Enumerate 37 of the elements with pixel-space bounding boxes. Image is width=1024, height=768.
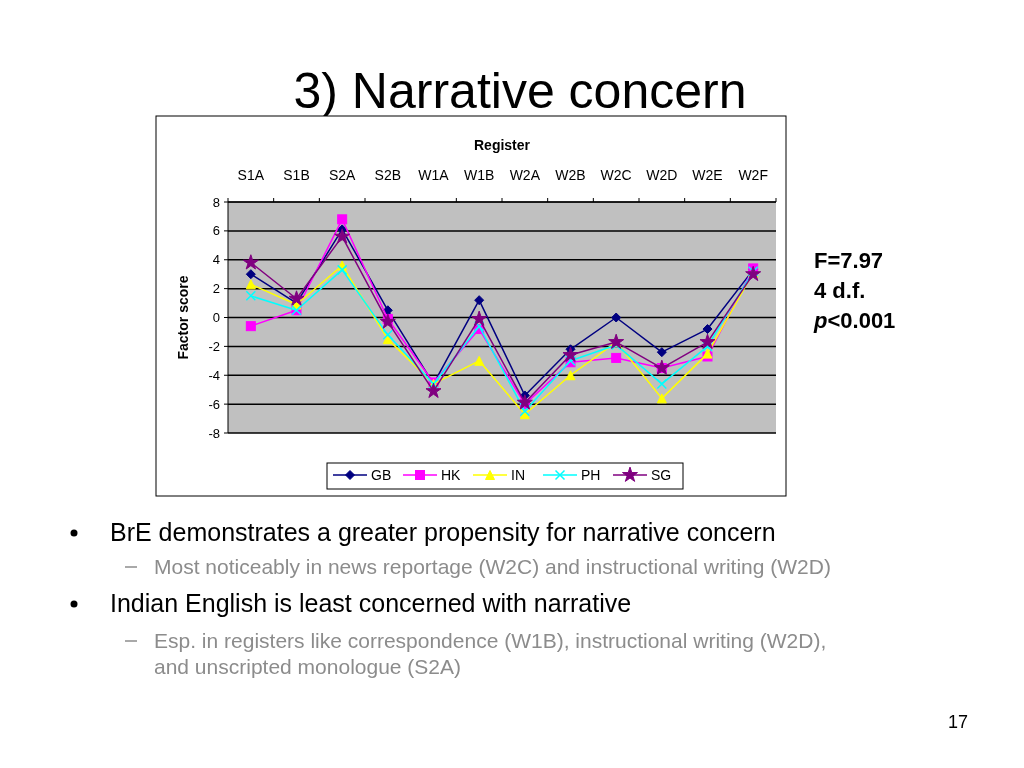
y-tick-label: 8	[212, 194, 220, 210]
y-tick-label: -2	[208, 338, 220, 354]
y-tick-label: 2	[212, 281, 220, 297]
x-tick-label: S2B	[374, 167, 402, 183]
x-tick-label: S1A	[237, 167, 265, 183]
x-tick-label: W2D	[646, 167, 678, 183]
y-tick-label: -8	[208, 425, 220, 441]
y-tick-label: 4	[212, 252, 220, 268]
x-tick-label: W2E	[692, 167, 723, 183]
legend-label: GB	[371, 466, 392, 483]
text: p<0.001	[813, 308, 896, 333]
x-tick-label: W1A	[418, 167, 450, 183]
text: BrE demonstrates a greater propensity for narrative concern	[110, 518, 776, 546]
text: Esp. in registers like correspondence (W1B), instructional writing (W2D), and unscripted monologue (S2A)	[154, 629, 827, 678]
y-tick-label: 6	[212, 223, 220, 239]
text: Indian English is least concerned with narrative	[110, 589, 632, 617]
x-tick-label: W2F	[738, 167, 768, 183]
text: Most noticeably in news reportage (W2C) and instructional writing (W2D)	[154, 555, 831, 578]
y-tick-label: 0	[212, 310, 220, 326]
text: 4 d.f.	[814, 278, 866, 303]
x-tick-label: W2B	[555, 167, 586, 183]
x-tick-label: S2A	[328, 167, 357, 183]
legend-label: HK	[441, 466, 462, 483]
y-axis-title: Factor score	[175, 275, 191, 360]
legend-label: SG	[651, 466, 672, 483]
x-tick-label: S1B	[283, 167, 310, 183]
text: F=7.97	[814, 248, 884, 273]
x-tick-label: W2A	[509, 167, 541, 183]
legend-label: IN	[511, 466, 525, 483]
chart-title: 3) Narrative concern	[293, 63, 747, 119]
text: 17	[947, 712, 968, 732]
y-tick-label: -6	[208, 396, 220, 412]
legend-label: PH	[581, 466, 601, 483]
x-axis-title: Register	[473, 137, 531, 153]
x-tick-label: W1B	[463, 167, 495, 183]
x-tick-label: W2C	[600, 167, 632, 183]
y-tick-label: -4	[208, 367, 220, 383]
